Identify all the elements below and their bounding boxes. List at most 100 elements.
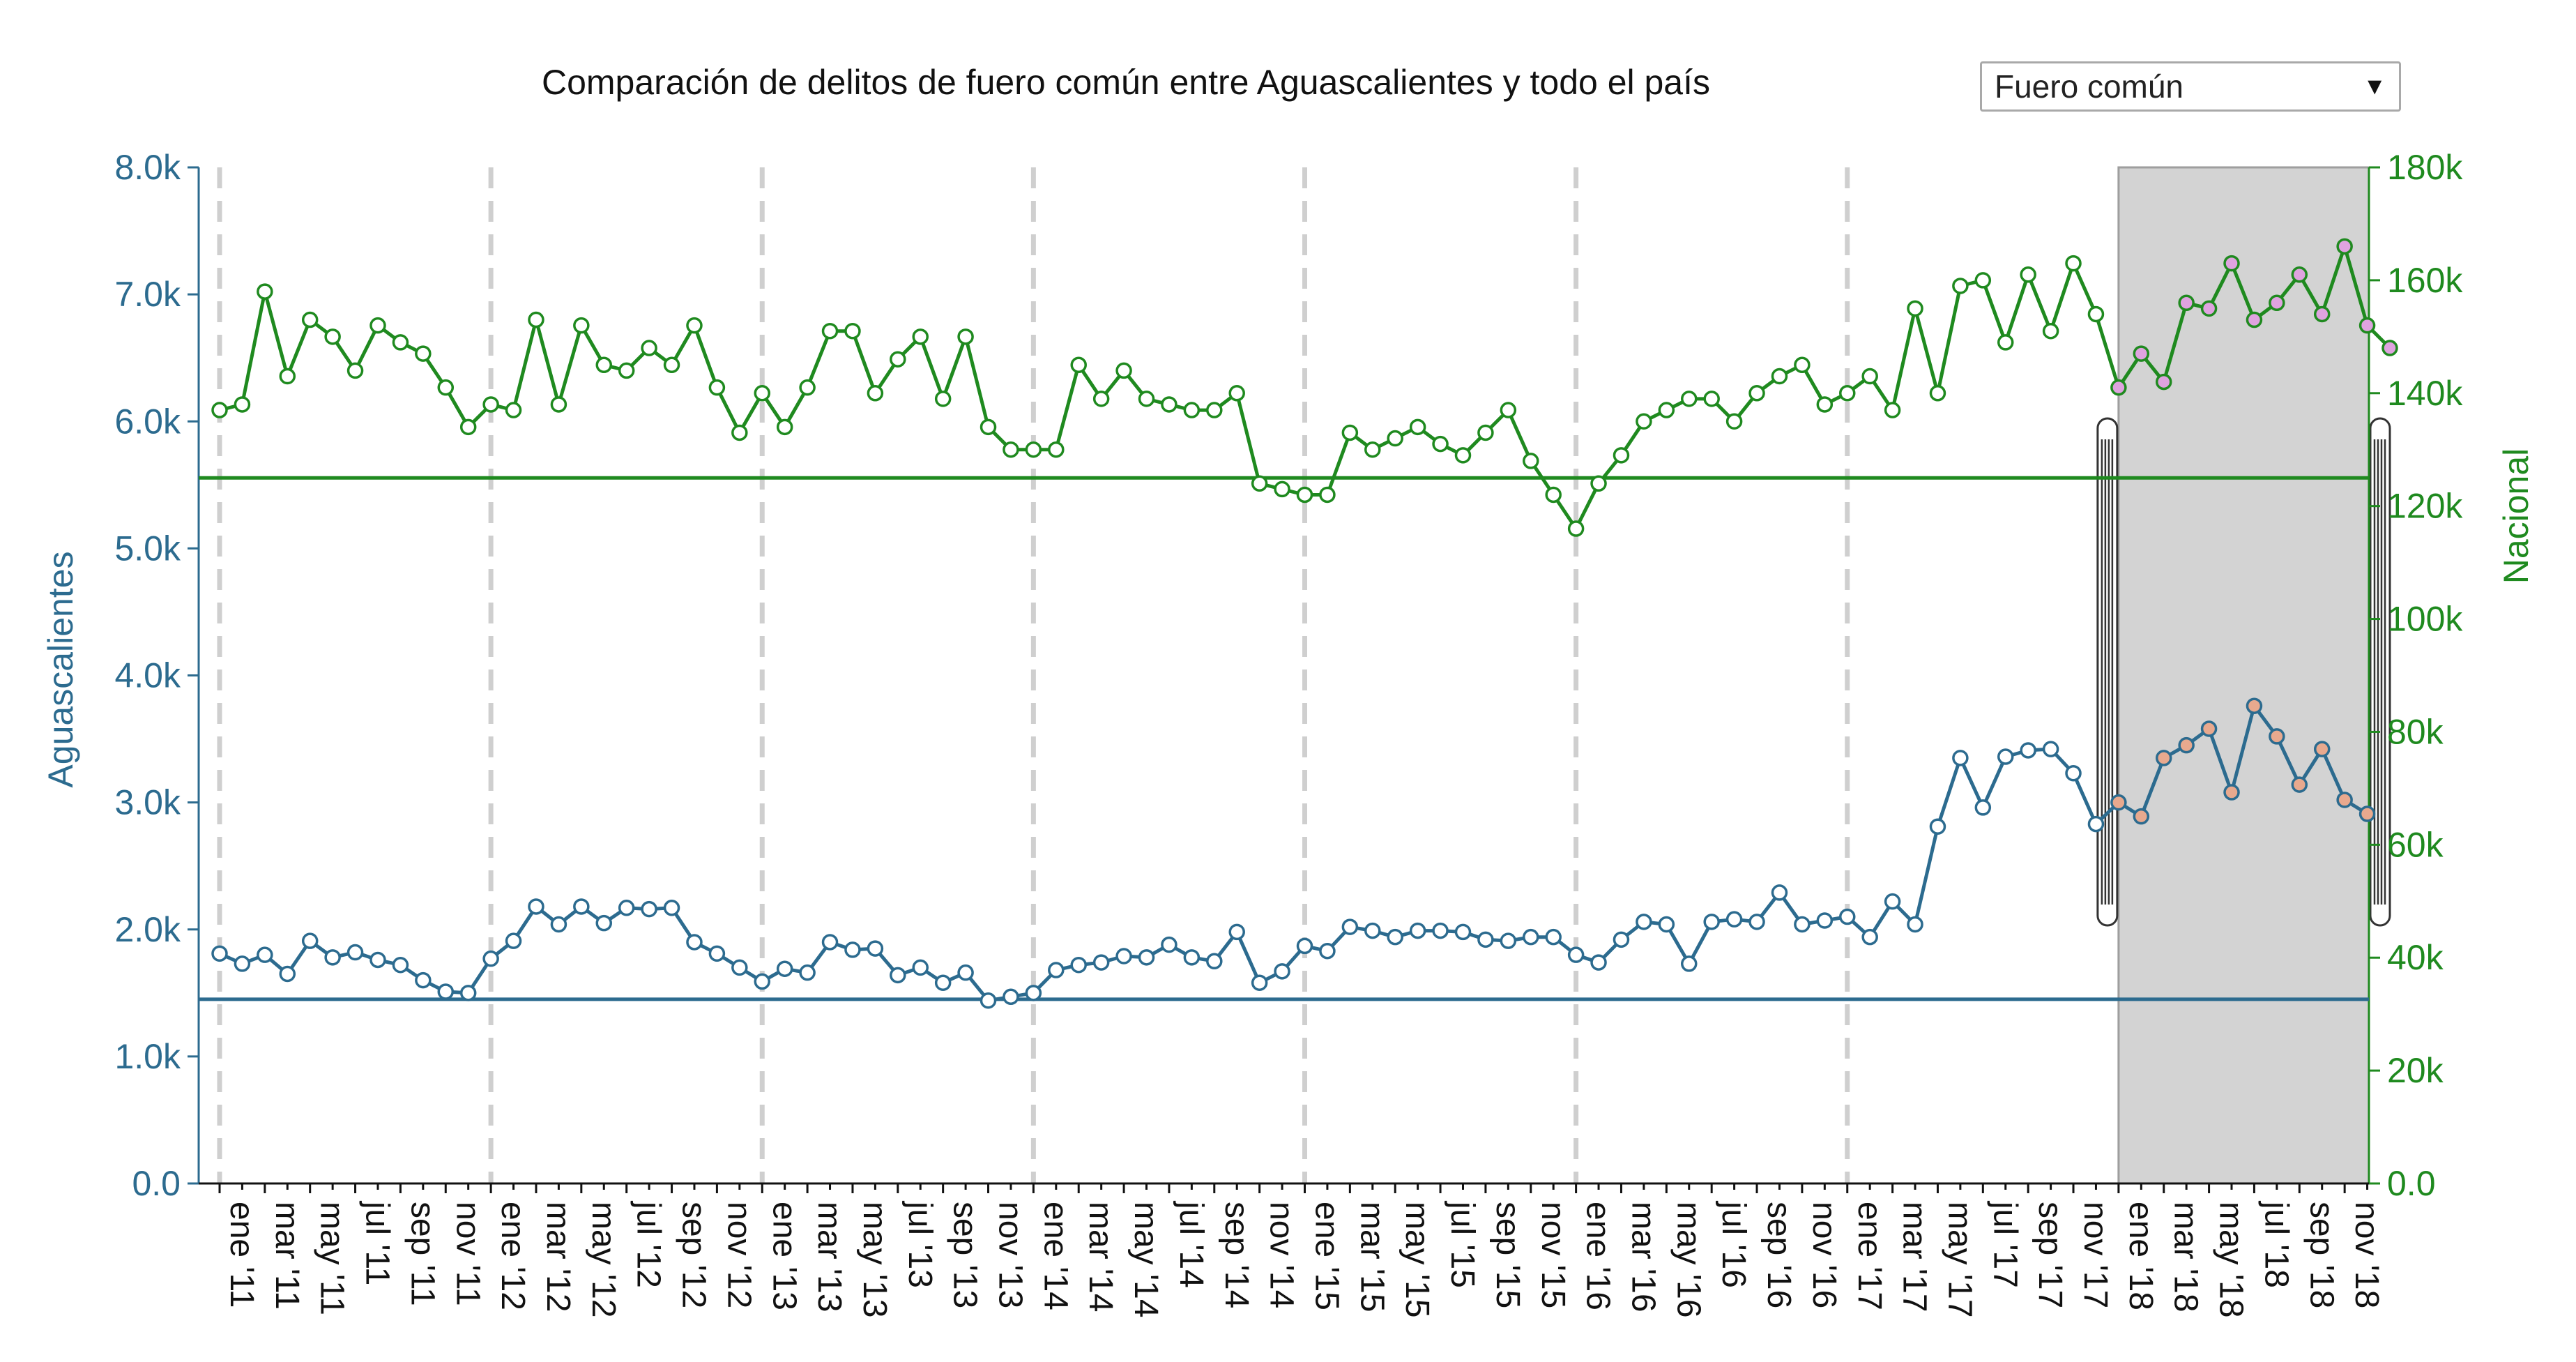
data-point-aguascalientes[interactable] — [1703, 914, 1720, 930]
data-point-nacional[interactable] — [1929, 385, 1946, 402]
data-point-aguascalientes[interactable] — [301, 932, 319, 949]
data-point-nacional[interactable] — [528, 311, 544, 328]
data-point-nacional[interactable] — [1545, 486, 1562, 504]
data-point-aguascalientes[interactable] — [1725, 911, 1743, 928]
data-point-aguascalientes[interactable] — [1884, 893, 1901, 910]
data-point-aguascalientes[interactable] — [2313, 741, 2331, 757]
data-point-aguascalientes[interactable] — [1839, 908, 1856, 925]
data-point-aguascalientes[interactable] — [912, 959, 929, 976]
data-point-nacional[interactable] — [1454, 447, 1472, 464]
data-point-aguascalientes[interactable] — [1228, 923, 1245, 941]
data-point-aguascalientes[interactable] — [1319, 942, 1336, 960]
data-point-nacional[interactable] — [1477, 424, 1494, 441]
data-point-nacional[interactable] — [482, 396, 499, 413]
data-point-nacional[interactable] — [1183, 402, 1201, 418]
data-point-aguascalientes[interactable] — [1929, 818, 1946, 835]
data-point-aguascalientes[interactable] — [1251, 974, 1268, 991]
data-point-aguascalientes[interactable] — [234, 955, 251, 972]
data-point-aguascalientes[interactable] — [1454, 923, 1472, 941]
data-point-nacional[interactable] — [1748, 385, 1765, 402]
data-point-nacional[interactable] — [2200, 300, 2218, 317]
data-point-aguascalientes[interactable] — [1296, 937, 1313, 955]
data-point-nacional[interactable] — [708, 379, 726, 396]
data-point-nacional[interactable] — [2155, 373, 2172, 391]
data-point-aguascalientes[interactable] — [1070, 956, 1087, 974]
data-point-aguascalientes[interactable] — [415, 971, 432, 989]
data-point-aguascalientes[interactable] — [1545, 928, 1562, 946]
data-point-aguascalientes[interactable] — [867, 940, 884, 957]
data-point-nacional[interactable] — [1387, 430, 1403, 447]
data-point-aguascalientes[interactable] — [1748, 914, 1765, 930]
data-point-aguascalientes[interactable] — [257, 946, 273, 963]
data-point-nacional[interactable] — [437, 379, 455, 396]
data-point-nacional[interactable] — [1907, 300, 1923, 317]
data-point-nacional[interactable] — [2223, 255, 2240, 272]
data-point-nacional[interactable] — [1523, 453, 1539, 469]
data-point-nacional[interactable] — [2020, 266, 2036, 283]
data-point-nacional[interactable] — [1025, 441, 1042, 458]
data-point-nacional[interactable] — [1138, 391, 1155, 407]
data-point-aguascalientes[interactable] — [2155, 750, 2172, 766]
data-point-nacional[interactable] — [2269, 294, 2285, 312]
data-point-nacional[interactable] — [1681, 391, 1698, 407]
data-point-aguascalientes[interactable] — [2133, 808, 2150, 825]
data-point-nacional[interactable] — [1771, 368, 1788, 385]
data-point-nacional[interactable] — [2178, 294, 2195, 312]
data-point-aguascalientes[interactable] — [505, 932, 522, 949]
data-point-nacional[interactable] — [1092, 391, 1110, 407]
data-point-aguascalientes[interactable] — [437, 983, 455, 1000]
data-point-aguascalientes[interactable] — [482, 950, 499, 967]
data-point-nacional[interactable] — [776, 418, 793, 436]
data-point-nacional[interactable] — [2087, 305, 2105, 323]
data-point-nacional[interactable] — [2065, 255, 2082, 272]
data-point-aguascalientes[interactable] — [1907, 916, 1923, 933]
data-point-nacional[interactable] — [550, 396, 567, 413]
data-point-nacional[interactable] — [1070, 356, 1087, 374]
data-point-aguascalientes[interactable] — [279, 965, 296, 983]
data-point-aguascalientes[interactable] — [573, 898, 590, 915]
data-point-aguascalientes[interactable] — [1567, 946, 1585, 963]
data-point-aguascalientes[interactable] — [934, 974, 952, 991]
data-point-aguascalientes[interactable] — [2358, 805, 2376, 822]
data-point-aguascalientes[interactable] — [731, 959, 748, 976]
data-point-nacional[interactable] — [2313, 305, 2331, 323]
data-point-nacional[interactable] — [912, 328, 929, 345]
data-point-nacional[interactable] — [1997, 334, 2014, 351]
data-point-nacional[interactable] — [1274, 481, 1290, 498]
data-point-aguascalientes[interactable] — [618, 900, 635, 916]
data-point-nacional[interactable] — [1703, 391, 1720, 407]
data-point-aguascalientes[interactable] — [1952, 750, 1969, 766]
data-point-nacional[interactable] — [686, 317, 703, 334]
data-point-aguascalientes[interactable] — [1997, 748, 2014, 765]
data-point-aguascalientes[interactable] — [2336, 792, 2353, 808]
data-point-aguascalientes[interactable] — [1364, 922, 1381, 939]
data-point-nacional[interactable] — [799, 379, 816, 396]
data-point-nacional[interactable] — [731, 424, 748, 441]
data-point-nacional[interactable] — [1319, 486, 1336, 504]
data-point-nacional[interactable] — [957, 328, 974, 345]
data-point-nacional[interactable] — [392, 334, 409, 351]
data-point-aguascalientes[interactable] — [957, 964, 974, 981]
data-point-nacional[interactable] — [1364, 441, 1381, 458]
data-point-nacional[interactable] — [2336, 238, 2353, 255]
data-point-aguascalientes[interactable] — [2110, 794, 2127, 811]
data-point-aguascalientes[interactable] — [2042, 741, 2059, 757]
data-point-aguascalientes[interactable] — [980, 992, 997, 1009]
data-point-aguascalientes[interactable] — [550, 916, 567, 933]
data-point-nacional[interactable] — [1228, 385, 1245, 402]
data-point-aguascalientes[interactable] — [2200, 720, 2218, 737]
data-point-nacional[interactable] — [1839, 385, 1856, 402]
data-point-nacional[interactable] — [369, 317, 386, 334]
data-point-aguascalientes[interactable] — [1613, 931, 1630, 948]
data-point-aguascalientes[interactable] — [1341, 918, 1359, 935]
data-point-nacional[interactable] — [459, 418, 477, 436]
data-point-aguascalientes[interactable] — [844, 941, 861, 958]
data-point-nacional[interactable] — [1884, 402, 1901, 418]
data-point-aguascalientes[interactable] — [1161, 936, 1178, 953]
data-point-nacional[interactable] — [1816, 396, 1834, 413]
data-point-nacional[interactable] — [211, 402, 228, 418]
data-point-nacional[interactable] — [1794, 356, 1811, 374]
selection-brush[interactable] — [2096, 166, 2391, 1185]
data-point-nacional[interactable] — [1432, 435, 1449, 453]
data-point-aguascalientes[interactable] — [1003, 988, 1019, 1006]
